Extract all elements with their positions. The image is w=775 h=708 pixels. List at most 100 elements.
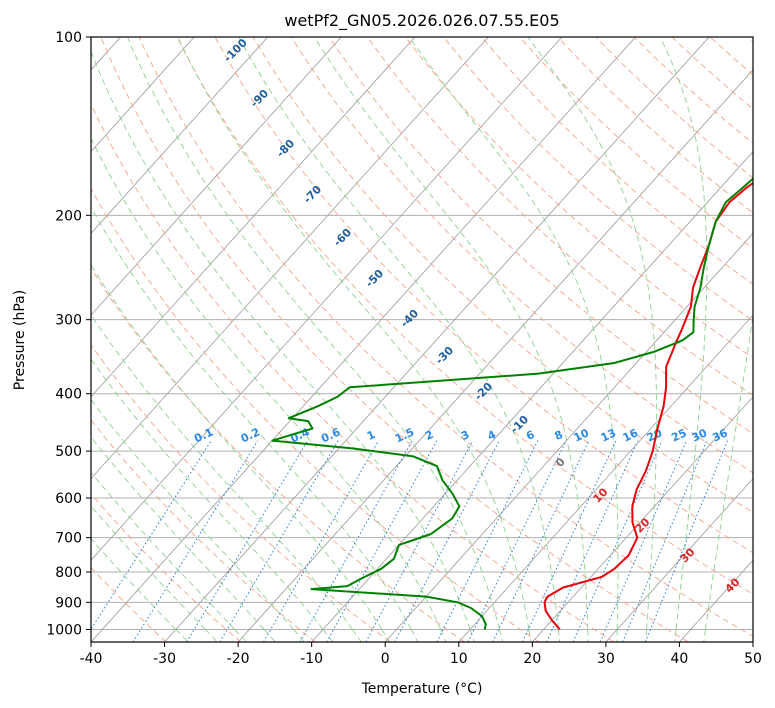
dry-adiabat — [91, 187, 540, 642]
dewpoint-line — [271, 177, 753, 630]
dry-adiabat — [252, 37, 753, 513]
isotherm-line — [91, 37, 269, 234]
isotherm-line — [91, 37, 489, 480]
y-tick-label: 200 — [55, 208, 82, 224]
plot-frame — [90, 36, 754, 643]
mixing-ratio-line — [622, 440, 708, 642]
moist-adiabat — [204, 629, 218, 642]
moist-adiabat — [91, 137, 442, 630]
moist-adiabat — [703, 629, 706, 642]
x-axis-title: Temperature (°C) — [361, 681, 483, 697]
dry-adiabat — [176, 37, 753, 595]
moist-adiabat — [238, 37, 559, 630]
x-tick-label: -40 — [80, 651, 103, 667]
mixing-ratio-label: 16 — [621, 426, 641, 444]
dry-adiabat — [91, 419, 316, 642]
mixing-ratio-line — [299, 440, 413, 642]
mixing-ratio-line — [467, 440, 567, 642]
moist-adiabat — [234, 629, 247, 642]
skewed-isotherms — [91, 37, 753, 642]
x-tick-label: 10 — [450, 651, 468, 667]
x-tick-label: -10 — [300, 651, 323, 667]
y-tick-label: 500 — [55, 444, 82, 460]
moist-adiabat — [322, 629, 334, 642]
plot-border — [90, 36, 754, 643]
dry-adiabat — [328, 37, 753, 435]
x-tick-label: -30 — [153, 651, 176, 667]
mixing-ratio-line — [546, 440, 639, 642]
x-tick-label: 40 — [671, 651, 689, 667]
moist-adiabat — [91, 50, 471, 630]
y-tick-label: 900 — [55, 595, 82, 611]
moist-adiabat — [313, 37, 589, 630]
y-tick-label: 600 — [55, 491, 82, 507]
mixing-ratio-line — [572, 440, 663, 642]
moist-adiabat — [440, 629, 447, 642]
x-axis-ticks: -40 -30 -20 -10 0 10 20 30 40 50 — [80, 642, 762, 667]
isotherm-line — [605, 477, 753, 642]
mixing-ratio-line — [436, 440, 539, 642]
y-tick-label: 800 — [55, 565, 82, 581]
moist-adiabat — [499, 629, 504, 642]
isotherm-line — [91, 37, 342, 316]
moist-adiabat — [705, 311, 753, 630]
moist-adiabat — [91, 206, 412, 630]
dry-adiabat — [91, 493, 242, 642]
moist-adiabat — [127, 37, 500, 630]
isotherm-line — [458, 314, 753, 642]
dry-adiabat — [91, 103, 614, 642]
plot-area — [91, 37, 753, 642]
mixing-ratio-line — [644, 440, 729, 642]
moist-adiabat — [410, 629, 419, 642]
y-tick-label: 700 — [55, 531, 82, 547]
isotherm-line — [91, 37, 195, 153]
isotherm-line — [532, 396, 753, 642]
y-tick-label: 1000 — [46, 622, 82, 638]
dry-adiabat — [366, 37, 753, 397]
isotherm-line — [311, 151, 753, 642]
y-tick-label: 400 — [55, 387, 82, 403]
temperature-line — [543, 181, 753, 631]
mixing-ratio-line — [186, 440, 308, 642]
moist-adiabat — [527, 37, 658, 630]
moist-adiabat — [352, 629, 362, 642]
moist-adiabat — [557, 629, 561, 642]
mixing-ratio-label: 25 — [669, 426, 688, 444]
mixing-ratio-line — [599, 440, 688, 642]
dry-adiabats — [91, 37, 753, 642]
moist-adiabat — [659, 37, 708, 630]
moist-adiabat — [293, 629, 305, 642]
chart-title: wetPf2_GN05.2026.026.07.55.E05 — [284, 11, 559, 31]
moist-adiabat — [528, 629, 532, 642]
mixing-ratio-line — [522, 440, 617, 642]
isotherm-line — [91, 37, 416, 398]
y-axis-ticks: 100 200 300 400 500 600 700 800 900 1000 — [46, 30, 91, 638]
moist-adiabat — [674, 629, 677, 642]
moist-adiabat — [645, 629, 648, 642]
mixing-ratio-line — [219, 440, 339, 642]
x-tick-label: 20 — [523, 651, 541, 667]
mixing-ratio-label: 13 — [599, 426, 618, 444]
isotherm-line — [164, 37, 710, 642]
dry-adiabat — [214, 37, 753, 554]
mixing-ratio-line — [492, 440, 590, 642]
moist-adiabat — [381, 629, 390, 642]
mixing-ratio-label: 36 — [710, 426, 730, 444]
moist-adiabat — [91, 398, 294, 630]
dry-adiabat — [405, 37, 753, 359]
moist-adiabat — [408, 37, 619, 630]
isotherm-line — [91, 37, 563, 561]
y-tick-label: 300 — [55, 313, 82, 329]
moist-adiabat — [263, 629, 276, 642]
mixing-ratio-line — [132, 440, 259, 642]
x-tick-label: 30 — [597, 651, 615, 667]
x-tick-label: -20 — [227, 651, 250, 667]
x-tick-label: 0 — [381, 651, 390, 667]
isotherm-line — [237, 69, 753, 642]
moist-adiabat — [469, 629, 475, 642]
mixing-ratio-line — [394, 440, 500, 642]
dry-adiabat — [100, 37, 689, 642]
dry-adiabat — [138, 37, 753, 637]
mixing-ratio-label: 30 — [690, 426, 710, 444]
